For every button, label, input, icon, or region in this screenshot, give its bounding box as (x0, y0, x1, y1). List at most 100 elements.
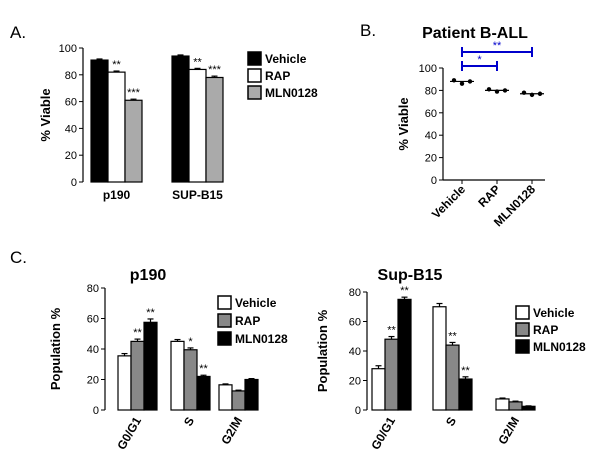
legend-swatch (515, 305, 530, 320)
y-tick-label: 40 (349, 346, 361, 358)
legend-label: Vehicle (235, 296, 277, 310)
x-tick-label: G0/G1 (368, 414, 398, 452)
y-tick-label: 20 (425, 153, 437, 165)
bar (183, 349, 198, 411)
y-tick-label: 20 (87, 375, 99, 387)
legend-swatch (217, 313, 232, 328)
bar (196, 375, 211, 411)
x-tick-label: S (181, 415, 197, 429)
bar (508, 401, 523, 411)
bar (384, 338, 399, 411)
legend-swatch (515, 322, 530, 337)
y-tick-label: 20 (349, 376, 361, 388)
panel-label-c: C. (10, 248, 27, 267)
bar (130, 340, 145, 411)
y-tick-label: 80 (65, 70, 77, 82)
x-tick-label: G2/M (218, 415, 245, 447)
y-tick-label: 0 (431, 175, 437, 187)
y-tick-label: 60 (425, 108, 437, 120)
bar (205, 76, 224, 183)
legend-swatch (247, 51, 262, 66)
legend-label: Vehicle (265, 52, 307, 66)
legend-label: RAP (235, 314, 260, 328)
bar (371, 368, 386, 411)
bar (458, 378, 473, 411)
significance-label: ** (400, 285, 409, 297)
significance-label: *** (208, 64, 222, 76)
y-tick-label: 60 (87, 314, 99, 326)
x-tick-label: G0/G1 (114, 414, 144, 452)
x-tick-label: p190 (103, 188, 131, 202)
significance-label: *** (127, 87, 141, 99)
bar (124, 99, 143, 183)
y-tick-label: 40 (425, 130, 437, 142)
y-tick-label: 80 (349, 287, 361, 299)
x-tick-label: G2/M (495, 415, 522, 447)
significance-label: ** (112, 59, 121, 71)
legend-swatch (217, 331, 232, 346)
y-tick-label: 60 (65, 97, 77, 109)
y-axis-label: Population % (315, 309, 330, 392)
bar (218, 384, 233, 411)
x-tick-label: SUP-B15 (172, 188, 223, 202)
bar (231, 390, 246, 411)
bar (143, 321, 158, 411)
bar (188, 68, 207, 183)
bar (495, 398, 510, 411)
significance-label: ** (146, 307, 155, 319)
bar (90, 59, 109, 183)
legend-label: MLN0128 (265, 86, 318, 100)
bar (397, 298, 412, 411)
y-tick-label: 0 (93, 405, 99, 417)
y-tick-label: 0 (71, 177, 77, 189)
significance-label: * (188, 336, 193, 348)
bracket-label: ** (493, 40, 502, 52)
y-tick-label: 60 (349, 317, 361, 329)
y-tick-label: 100 (419, 63, 437, 75)
significance-label: ** (199, 363, 208, 375)
legend-label: MLN0128 (533, 340, 586, 354)
x-tick-label: RAP (475, 182, 503, 210)
y-tick-label: 20 (65, 150, 77, 162)
y-tick-label: 80 (425, 85, 437, 97)
chart-title: Sup-B15 (378, 267, 443, 284)
legend-swatch (247, 68, 262, 83)
legend-label: RAP (533, 323, 558, 337)
legend-label: Vehicle (533, 306, 575, 320)
chart-c-sup-b15: Sup-B15 0 20 40 60 80 Population % ** ** G0/G1 ** *… (315, 267, 586, 452)
significance-label: ** (193, 56, 202, 68)
legend-swatch (515, 339, 530, 354)
bar (432, 306, 447, 411)
bar (107, 71, 126, 183)
bar (521, 405, 536, 411)
y-tick-label: 80 (87, 283, 99, 295)
chart-title: p190 (130, 267, 167, 284)
y-tick-label: 0 (355, 405, 361, 417)
y-tick-label: 40 (87, 344, 99, 356)
bar (171, 55, 190, 183)
panel-label-b: B. (360, 21, 376, 40)
bar (170, 340, 185, 411)
bar (244, 378, 259, 411)
x-tick-label: Vehicle (429, 182, 468, 221)
y-tick-label: 100 (59, 43, 77, 55)
y-axis-label: % Viable (38, 88, 53, 141)
y-axis-label: Population % (48, 307, 63, 390)
bar (117, 355, 132, 411)
bracket-label: * (477, 54, 482, 66)
legend-swatch (217, 295, 232, 310)
y-tick-label: 40 (65, 123, 77, 135)
legend-label: MLN0128 (235, 332, 288, 346)
significance-label: ** (461, 365, 470, 377)
y-axis-label: % Viable (396, 97, 411, 150)
chart-b: Patient B-ALL 0 20 40 60 80 100 % Viable Vehicle… (396, 25, 545, 229)
bar (445, 344, 460, 411)
chart-title: Patient B-ALL (422, 25, 528, 42)
significance-label: ** (448, 330, 457, 342)
panel-label-a: A. (10, 23, 26, 42)
legend-label: RAP (265, 69, 290, 83)
legend-swatch (247, 85, 262, 100)
